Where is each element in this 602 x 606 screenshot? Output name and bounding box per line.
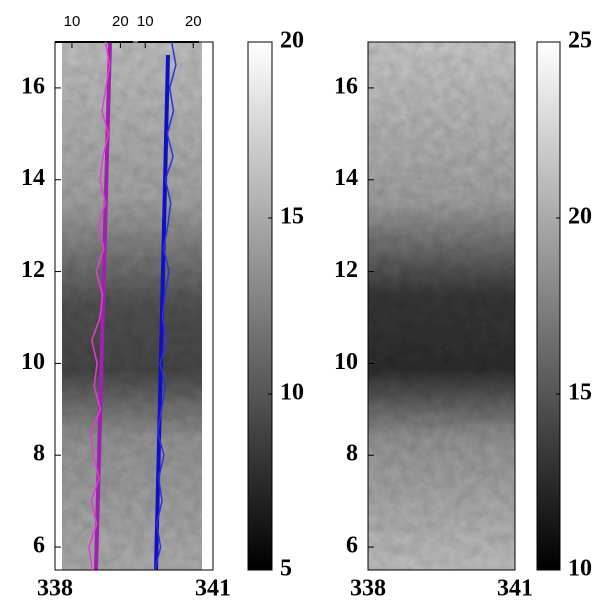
colorbar-tick-label: 20 <box>280 28 304 54</box>
y-tick-label: 12 <box>334 257 358 283</box>
x-tick-label: 338 <box>37 576 73 602</box>
x-tick-label: 341 <box>195 576 231 602</box>
y-tick-label: 16 <box>21 73 45 99</box>
colorbar-tick-label: 10 <box>280 380 304 406</box>
y-tick-label: 6 <box>346 533 358 559</box>
colorbar <box>248 42 272 570</box>
x-tick-label: 338 <box>350 576 386 602</box>
profile-tick-label: 10 <box>64 13 81 30</box>
y-tick-label: 12 <box>21 257 45 283</box>
y-tick-label: 6 <box>33 533 45 559</box>
profile-tick-label: 20 <box>185 13 202 30</box>
y-tick-label: 8 <box>346 441 358 467</box>
y-tick-label: 14 <box>334 165 358 191</box>
colorbar-tick-label: 5 <box>280 556 292 582</box>
y-tick-label: 14 <box>21 165 45 191</box>
image-right <box>368 42 515 570</box>
colorbar <box>537 42 560 570</box>
colorbar-tick-label: 20 <box>568 204 592 230</box>
x-tick-label: 341 <box>497 576 533 602</box>
image-left <box>62 42 202 570</box>
colorbar-tick-label: 15 <box>568 380 592 406</box>
y-tick-label: 8 <box>33 441 45 467</box>
y-tick-label: 16 <box>334 73 358 99</box>
colorbar-tick-label: 10 <box>568 556 592 582</box>
profile-tick-label: 20 <box>112 13 129 30</box>
figure: 6 8 10 12 14 16 338 341 5 10 15 20 10 20 10 20 6 8 10 12 14 1… <box>0 0 602 606</box>
colorbar-tick-label: 15 <box>280 204 304 230</box>
y-tick-label: 10 <box>334 349 358 375</box>
colorbar-tick-label: 25 <box>568 28 592 54</box>
profile-tick-label: 10 <box>137 13 154 30</box>
y-tick-label: 10 <box>21 349 45 375</box>
